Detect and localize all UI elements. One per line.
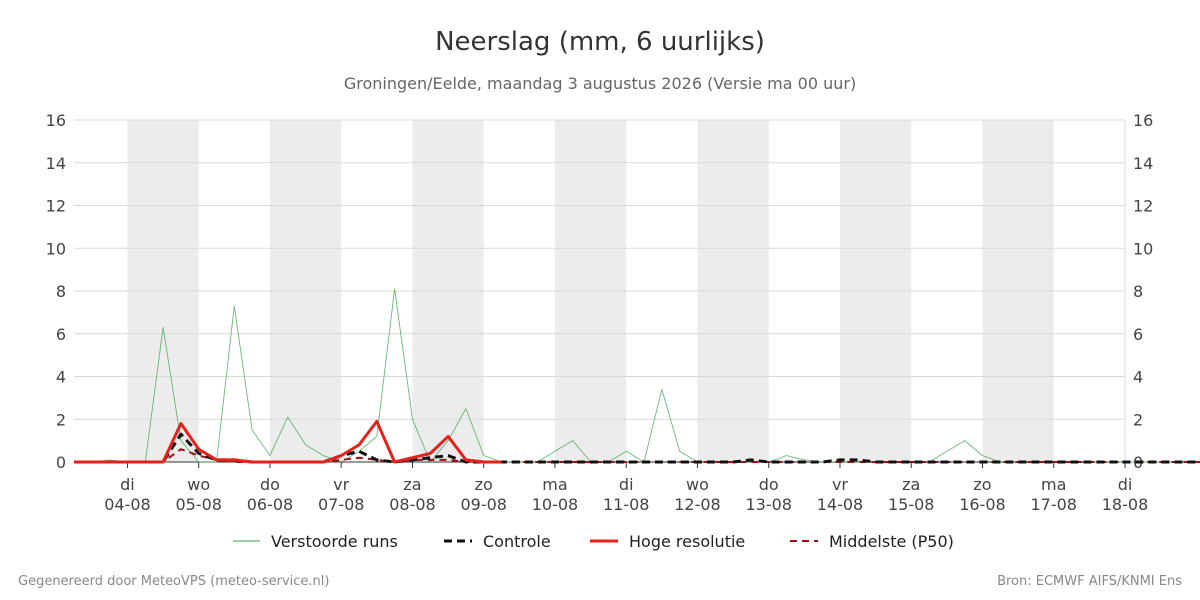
legend-label-perturbed: Verstoorde runs [271,532,398,551]
y-tick-label: 6 [1133,325,1143,344]
x-axis: di04-08wo05-08do06-08vr07-08za08-08zo09-… [104,462,1148,514]
x-tick-date: 10-08 [532,495,579,514]
control-line [74,432,1200,464]
x-tick-day: za [902,475,920,494]
x-tick-day: ma [1041,475,1066,494]
x-tick-day: za [403,475,421,494]
x-tick-day: ma [542,475,567,494]
legend-label-high-res: Hoge resolutie [629,532,745,551]
main-series [74,419,1200,464]
x-tick-date: 12-08 [674,495,721,514]
y-tick-label: 10 [46,239,66,258]
y-tick-label: 2 [56,410,66,429]
x-tick-date: 17-08 [1030,495,1077,514]
median-line [74,448,1200,463]
footer-right: Bron: ECMWF AIFS/KNMI Ens [997,574,1182,589]
x-tick-day: di [619,475,634,494]
x-tick-date: 16-08 [959,495,1006,514]
x-tick-date: 09-08 [460,495,507,514]
y-tick-label: 6 [56,325,66,344]
y-tick-label: 16 [1133,111,1153,130]
x-tick-day: do [759,475,779,494]
footer-left: Gegenereerd door MeteoVPS (meteo-service… [18,574,329,589]
legend: Verstoorde runs Controle Hoge resolutie … [233,532,954,551]
y-axis-left: 0 2 4 6 8 10 12 14 16 [46,111,66,472]
x-tick-day: do [260,475,280,494]
x-tick-date: 14-08 [817,495,864,514]
y-tick-label: 4 [56,368,66,387]
y-tick-label: 8 [56,282,66,301]
x-tick-date: 11-08 [603,495,650,514]
x-tick-date: 08-08 [389,495,436,514]
y-tick-label: 4 [1133,368,1143,387]
y-tick-label: 12 [46,197,66,216]
y-tick-label: 14 [1133,154,1153,173]
x-tick-date: 15-08 [888,495,935,514]
legend-label-control: Controle [483,532,551,551]
y-tick-label: 0 [56,453,66,472]
x-tick-date: 18-08 [1102,495,1149,514]
high-res-line [74,419,502,464]
y-tick-label: 10 [1133,239,1153,258]
x-tick-date: 07-08 [318,495,365,514]
x-tick-date: 13-08 [745,495,792,514]
y-tick-label: 14 [46,154,66,173]
x-tick-day: di [120,475,135,494]
y-tick-label: 8 [1133,282,1143,301]
x-tick-date: 06-08 [247,495,294,514]
x-tick-date: 04-08 [104,495,151,514]
legend-label-median: Middelste (P50) [829,532,954,551]
x-tick-day: wo [187,475,210,494]
y-tick-label: 16 [46,111,66,130]
x-tick-date: 05-08 [175,495,222,514]
x-tick-day: zo [973,475,991,494]
chart-subtitle: Groningen/Eelde, maandag 3 augustus 2026… [344,74,856,93]
y-tick-label: 2 [1133,410,1143,429]
x-tick-day: vr [333,475,349,494]
perturbed-runs [74,288,1200,463]
y-tick-label: 12 [1133,197,1153,216]
perturbed-run-line [74,288,1200,463]
x-tick-day: vr [832,475,848,494]
x-tick-day: wo [686,475,709,494]
chart-title: Neerslag (mm, 6 uurlijks) [435,27,765,57]
x-tick-day: di [1118,475,1133,494]
x-tick-day: zo [475,475,493,494]
